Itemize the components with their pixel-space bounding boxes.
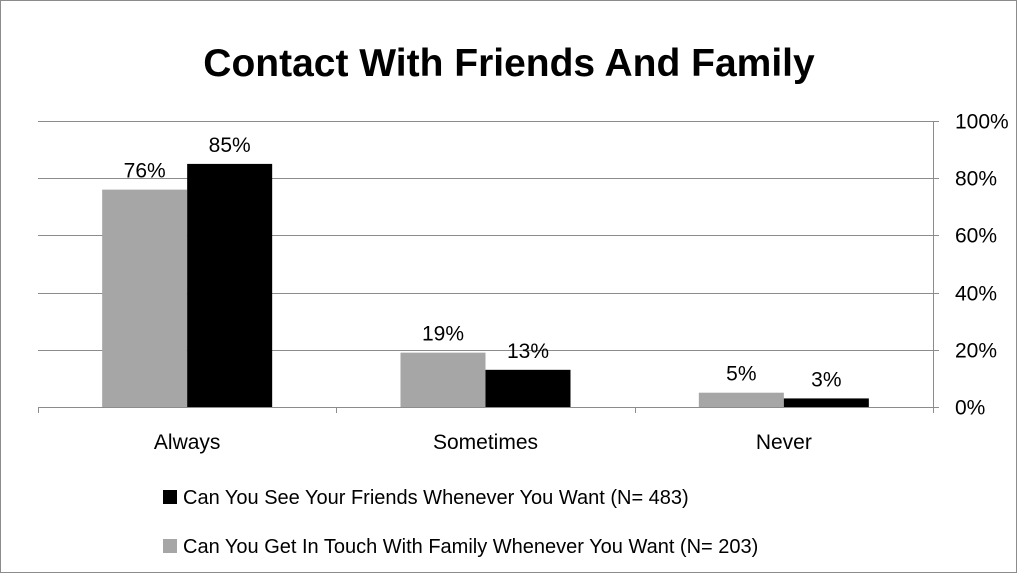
data-label: 76%: [124, 160, 166, 183]
bars: [102, 163, 869, 407]
data-label: 3%: [811, 368, 841, 391]
y-tick-label: 80%: [955, 168, 997, 191]
axes: 0% 20% 40% 60% 80% 100% Always Sometimes Never: [38, 111, 1009, 454]
x-tick-label: Always: [154, 431, 221, 454]
y-tick-label: 100%: [955, 111, 1009, 134]
x-tick-label: Sometimes: [433, 431, 538, 454]
y-tick-label: 20%: [955, 340, 997, 363]
chart-title: Contact With Friends And Family: [203, 42, 815, 85]
bar: [102, 189, 188, 407]
y-tick-label: 60%: [955, 225, 997, 248]
y-tick-label: 40%: [955, 283, 997, 306]
legend-swatch: [163, 490, 177, 504]
legend-swatch: [163, 539, 177, 553]
data-label: 5%: [726, 363, 756, 386]
x-tick-label: Never: [756, 431, 812, 454]
data-label: 19%: [422, 323, 464, 346]
legend-label: Can You Get In Touch With Family Wheneve…: [183, 536, 758, 558]
bar: [485, 369, 571, 407]
bar: [187, 163, 273, 407]
data-labels: 76% 85% 19% 13% 5% 3%: [124, 134, 842, 392]
data-label: 13%: [507, 340, 549, 363]
bar: [400, 352, 486, 407]
legend: Can You See Your Friends Whenever You Wa…: [163, 487, 758, 558]
bar: [698, 392, 784, 407]
y-tick-label: 0%: [955, 397, 985, 420]
legend-label: Can You See Your Friends Whenever You Wa…: [183, 487, 689, 509]
bar: [783, 398, 869, 407]
data-label: 85%: [209, 134, 251, 157]
